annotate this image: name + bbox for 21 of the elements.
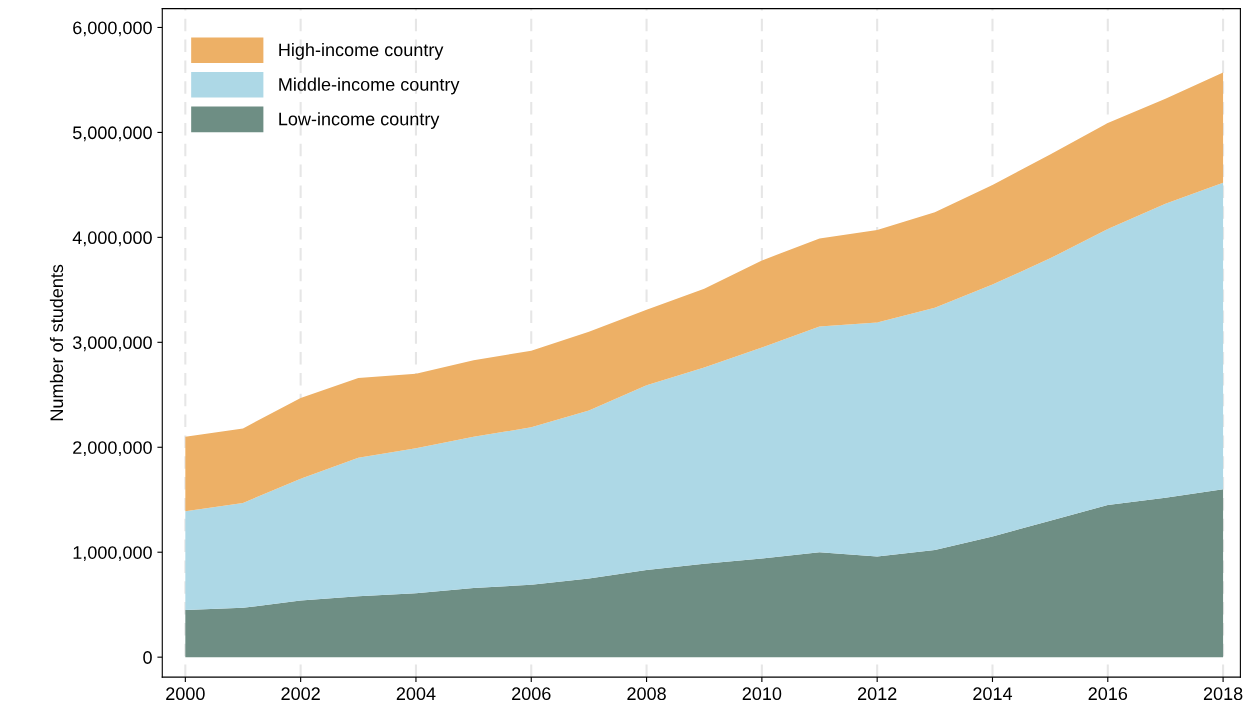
- x-tick-label: 2014: [973, 687, 1013, 701]
- x-tick-label: 2012: [858, 687, 897, 701]
- y-tick-label: 6,000,000: [73, 21, 152, 37]
- x-tick-label: 2002: [281, 687, 320, 701]
- y-axis-title: Number of students: [49, 264, 64, 421]
- legend-label: Middle-income country: [279, 77, 460, 95]
- y-tick-label: 4,000,000: [72, 231, 152, 247]
- y-tick-label: 5,000,000: [72, 126, 152, 142]
- x-tick-label: 2016: [1088, 687, 1128, 701]
- legend-label: High-income country: [279, 42, 444, 60]
- x-tick-label: 2010: [742, 687, 782, 701]
- x-tick-label: 2008: [627, 687, 666, 701]
- y-tick-label: 0: [143, 651, 152, 664]
- y-tick-label: 1,000,000: [73, 546, 152, 562]
- x-tick-label: 2004: [396, 687, 436, 701]
- x-tick-label: 2006: [512, 687, 551, 701]
- y-tick-label: 3,000,000: [72, 336, 152, 352]
- legend-label: Low-income country: [279, 112, 440, 129]
- x-tick-label: 2018: [1203, 687, 1243, 701]
- y-tick-label: 2,000,000: [73, 441, 152, 457]
- x-tick-label: 2000: [166, 687, 205, 701]
